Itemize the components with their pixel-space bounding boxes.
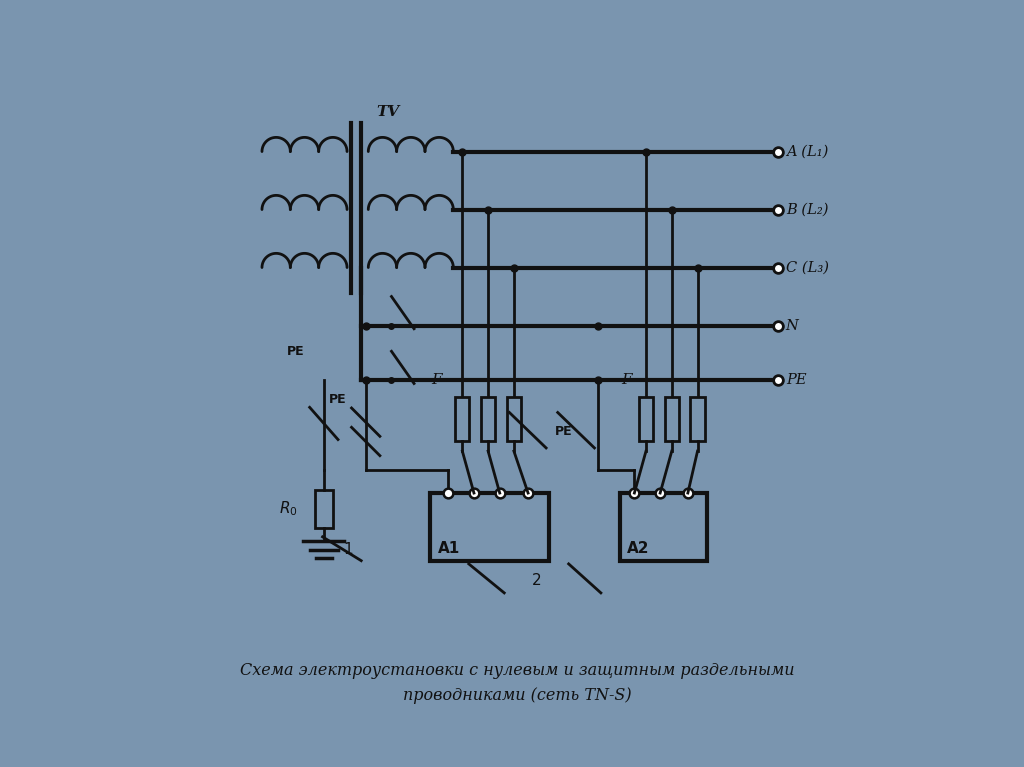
Text: Схема электроустановки с нулевым и защитным раздельными: Схема электроустановки с нулевым и защит… [240, 662, 795, 679]
Text: A1: A1 [438, 541, 460, 555]
Bar [639, 397, 653, 441]
Bar [314, 490, 333, 528]
Bar [456, 397, 469, 441]
Bar [507, 397, 521, 441]
Text: F: F [431, 374, 442, 387]
Text: PE: PE [554, 426, 572, 438]
Text: PE: PE [329, 393, 346, 406]
Text: F: F [622, 374, 632, 387]
Text: PE: PE [785, 374, 806, 387]
Text: TV: TV [377, 105, 400, 120]
Text: B (L₂): B (L₂) [785, 202, 828, 216]
Text: проводниками (сеть TN-S): проводниками (сеть TN-S) [402, 687, 632, 704]
Bar [430, 493, 549, 561]
Bar [665, 397, 679, 441]
Bar [481, 397, 496, 441]
Text: A2: A2 [627, 541, 649, 555]
Text: 2: 2 [531, 572, 542, 588]
Bar [690, 397, 705, 441]
Text: $R_0$: $R_0$ [280, 500, 298, 518]
Text: A (L₁): A (L₁) [785, 144, 828, 159]
Bar [621, 493, 708, 561]
Text: PE: PE [287, 345, 304, 357]
Text: N: N [785, 318, 799, 333]
Text: C (L₃): C (L₃) [785, 261, 828, 275]
Text: 1: 1 [343, 542, 353, 557]
